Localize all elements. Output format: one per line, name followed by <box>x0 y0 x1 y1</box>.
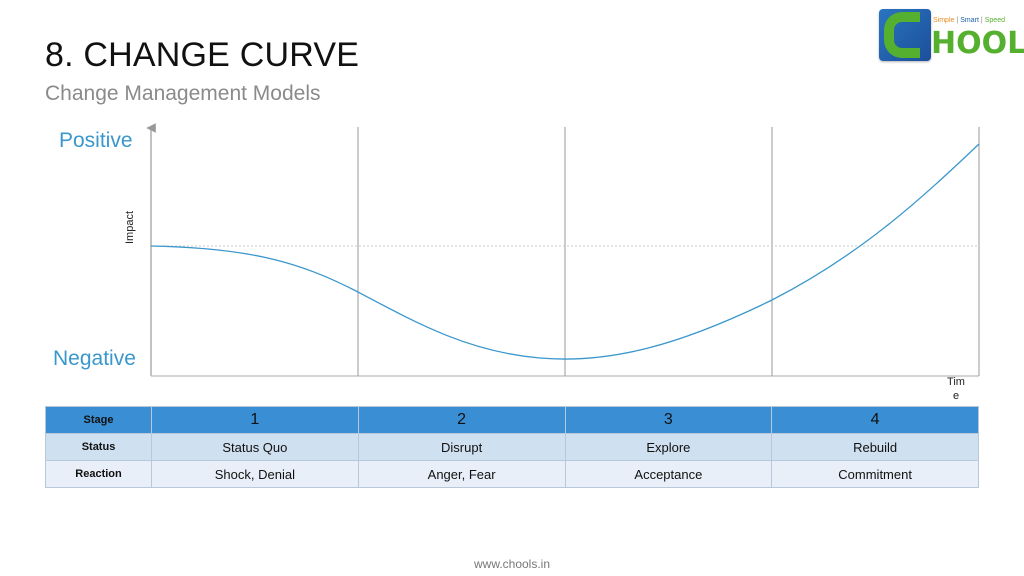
reaction-cell: Acceptance <box>564 460 773 488</box>
reaction-cell: Commitment <box>771 460 979 488</box>
change-curve-diagram <box>146 123 980 377</box>
row-header-reaction: Reaction <box>45 460 152 488</box>
stage-cell-1: 1 <box>151 406 359 434</box>
logo-tagline-simple: Simple <box>933 17 955 24</box>
logo-word: HOOLS <box>931 26 1024 61</box>
positive-label: Positive <box>59 129 133 152</box>
table-row-reaction: Reaction Shock, Denial Anger, Fear Accep… <box>45 460 979 488</box>
status-cell: Explore <box>564 433 773 461</box>
status-cell: Status Quo <box>151 433 359 461</box>
negative-label: Negative <box>53 347 136 370</box>
footer-url[interactable]: www.chools.in <box>473 557 551 571</box>
logo-tagline-smart: Smart <box>960 17 979 24</box>
y-axis-label: Impact <box>124 210 136 244</box>
row-header-stage: Stage <box>45 406 152 434</box>
chools-logo: Simple|Smart|Speed HOOLS <box>879 9 1024 61</box>
table-row-stage: Stage 1 2 3 4 <box>45 406 979 434</box>
page-title: 8. CHANGE CURVE <box>45 36 360 74</box>
reaction-cell: Shock, Denial <box>151 460 359 488</box>
stage-cell-3: 3 <box>564 406 773 434</box>
stages-table: Stage 1 2 3 4 Status Status Quo Disrupt … <box>45 406 979 488</box>
change-curve-line <box>150 143 980 360</box>
table-row-status: Status Status Quo Disrupt Explore Rebuil… <box>45 433 979 461</box>
status-cell: Disrupt <box>357 433 566 461</box>
x-axis-label: Time <box>947 376 965 402</box>
logo-c-letter <box>884 12 920 58</box>
logo-tagline-speed: Speed <box>984 17 1005 24</box>
page-subtitle: Change Management Models <box>45 82 321 105</box>
stage-cell-4: 4 <box>771 406 979 434</box>
status-cell: Rebuild <box>771 433 979 461</box>
logo-tagline: Simple | Smart | Speed <box>933 17 1005 24</box>
reaction-cell: Anger, Fear <box>357 460 566 488</box>
stage-cell-2: 2 <box>357 406 566 434</box>
row-header-status: Status <box>45 433 152 461</box>
